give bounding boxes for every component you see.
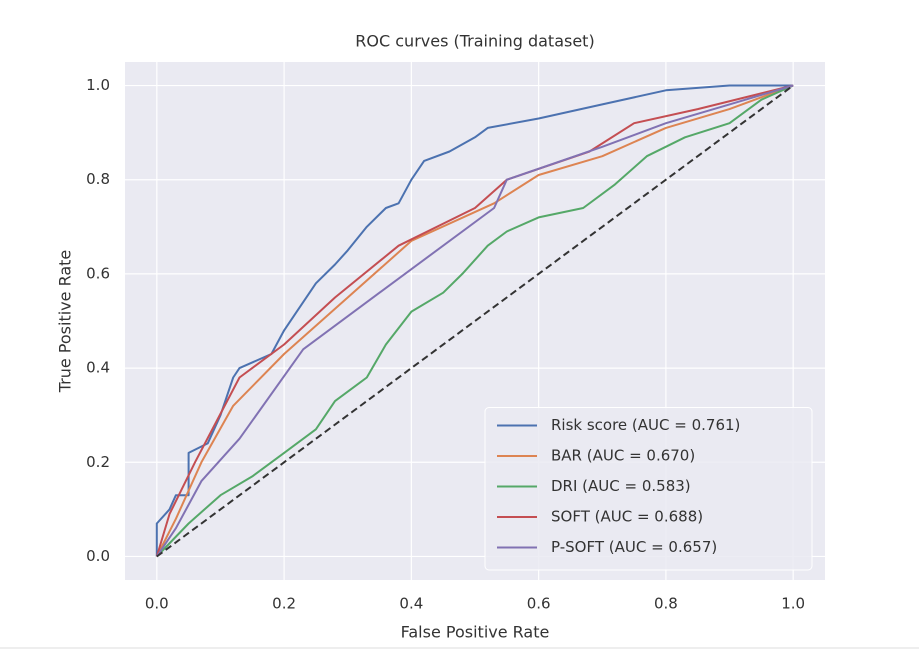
- x-tick-label: 0.4: [399, 595, 423, 613]
- legend-label: P-SOFT (AUC = 0.657): [551, 538, 717, 556]
- x-axis-label: False Positive Rate: [401, 623, 550, 642]
- y-tick-label: 0.2: [86, 453, 110, 471]
- y-tick-label: 0.4: [86, 359, 110, 377]
- roc-curve: [155, 84, 794, 557]
- roc-curve: [155, 84, 794, 557]
- chart-title: ROC curves (Training dataset): [355, 32, 594, 51]
- legend-label: DRI (AUC = 0.583): [551, 477, 691, 495]
- roc-curve: [156, 84, 794, 558]
- y-axis-label: True Positive Rate: [56, 250, 75, 394]
- legend-label: SOFT (AUC = 0.688): [551, 508, 703, 526]
- roc-curve: [155, 84, 794, 557]
- grid: [125, 62, 825, 580]
- legend: Risk score (AUC = 0.761) BAR (AUC = 0.670…: [484, 407, 813, 571]
- y-tick-label: 1.0: [86, 76, 110, 94]
- x-tick-label: 1.0: [781, 595, 805, 613]
- x-tick-label: 0.8: [654, 595, 678, 613]
- legend-label: Risk score (AUC = 0.761): [551, 416, 740, 434]
- y-tick-label: 0.8: [86, 170, 110, 188]
- roc-curve: [155, 84, 794, 558]
- legend-box: [484, 407, 813, 571]
- x-tick-label: 0.0: [145, 595, 169, 613]
- legend-label: BAR (AUC = 0.670): [551, 447, 695, 465]
- x-tick-label: 0.6: [527, 595, 551, 613]
- lines: [155, 84, 794, 558]
- x-tick-label: 0.2: [272, 595, 296, 613]
- y-tick-label: 0.0: [86, 547, 110, 565]
- y-tick-label: 0.6: [86, 264, 110, 282]
